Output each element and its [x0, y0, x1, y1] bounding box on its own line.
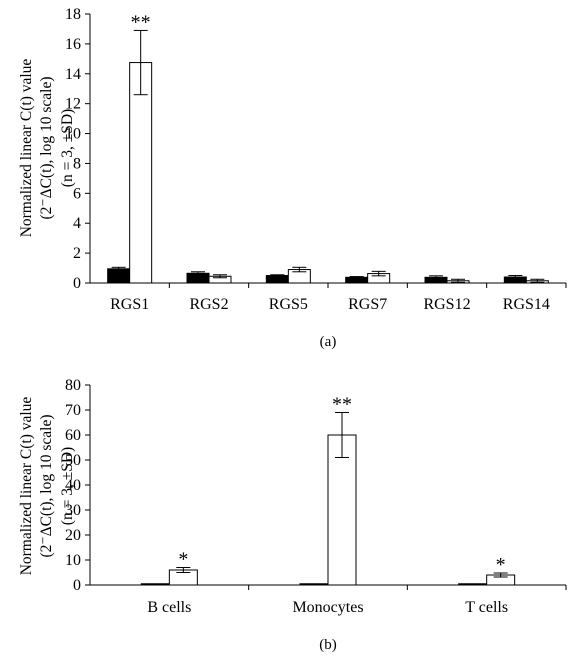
- y-tick-label: 50: [65, 452, 81, 469]
- x-category-label: RGS2: [189, 296, 228, 313]
- significance-mark: **: [332, 394, 352, 416]
- significance-mark: *: [496, 554, 506, 576]
- y-axis-label-b: Normalized linear C(t) value: [18, 397, 35, 576]
- panel-label-b: (b): [319, 637, 337, 653]
- bar: [107, 268, 131, 284]
- x-category-label: RGS12: [423, 296, 470, 313]
- x-axis-categories-a: RGS1 RGS2 RGS5 RGS7 RGS12 RGS14: [110, 283, 567, 313]
- y-tick-label: 70: [65, 402, 81, 419]
- x-category-label: B cells: [147, 599, 191, 616]
- bar: [129, 62, 153, 284]
- y-tick-label: 20: [65, 527, 81, 544]
- panel-label-a: (a): [320, 334, 337, 350]
- bars-b: ****: [140, 394, 516, 586]
- y-axis-label-line-1: Normalized linear C(t) value: [18, 397, 35, 576]
- y-tick-label: 10: [65, 126, 81, 143]
- chart-panel-a: Normalized linear C(t) value (2⁻ΔC(t), l…: [18, 6, 567, 350]
- y-tick-label: 40: [65, 477, 81, 494]
- y-axis-label-a: Normalized linear C(t) value: [18, 59, 35, 238]
- y-tick-label: 4: [73, 215, 81, 232]
- bar: [327, 434, 357, 586]
- y-tick-label: 12: [65, 96, 81, 113]
- x-category-label: RGS5: [269, 296, 308, 313]
- y-tick-label: 8: [73, 155, 81, 172]
- x-axis-categories-b: B cells Monocytes T cells: [147, 585, 567, 616]
- y-axis-label-line-2: (2⁻ΔC(t), log 10 scale): [38, 415, 55, 558]
- y-axis-label-line-1: Normalized linear C(t) value: [18, 59, 35, 238]
- y-tick-label: 6: [73, 185, 81, 202]
- y-axis-label-line-3: (n = 3, ±SD): [59, 447, 76, 525]
- y-tick-label: 0: [73, 275, 81, 292]
- x-category-label: RGS1: [110, 296, 149, 313]
- significance-mark: **: [131, 11, 151, 33]
- y-tick-label: 0: [73, 577, 81, 594]
- y-tick-label: 30: [65, 502, 81, 519]
- y-tick-label: 2: [73, 245, 81, 262]
- y-axis-label-line-3: (n = 3, ±SD): [59, 109, 76, 187]
- x-category-label: RGS14: [503, 296, 550, 313]
- y-tick-label: 14: [65, 66, 81, 83]
- y-tick-label: 16: [65, 36, 81, 53]
- significance-mark: *: [178, 549, 188, 571]
- x-category-label: T cells: [465, 599, 508, 616]
- chart-panel-b: Normalized linear C(t) value (2⁻ΔC(t), l…: [18, 377, 567, 653]
- x-category-label: Monocytes: [292, 599, 363, 616]
- y-axis-label-line-2: (2⁻ΔC(t), log 10 scale): [38, 77, 55, 220]
- y-axis-ticks-b: 0 10 20 30 40 50 60 70 80: [65, 377, 90, 594]
- y-tick-label: 18: [65, 6, 81, 23]
- bars-a: **: [107, 11, 549, 284]
- y-axis-ticks-a: 0 2 4 6 8 10 12 14 16 18: [65, 6, 90, 292]
- y-tick-label: 10: [65, 552, 81, 569]
- y-tick-label: 60: [65, 427, 81, 444]
- y-tick-label: 80: [65, 377, 81, 394]
- x-category-label: RGS7: [348, 296, 387, 313]
